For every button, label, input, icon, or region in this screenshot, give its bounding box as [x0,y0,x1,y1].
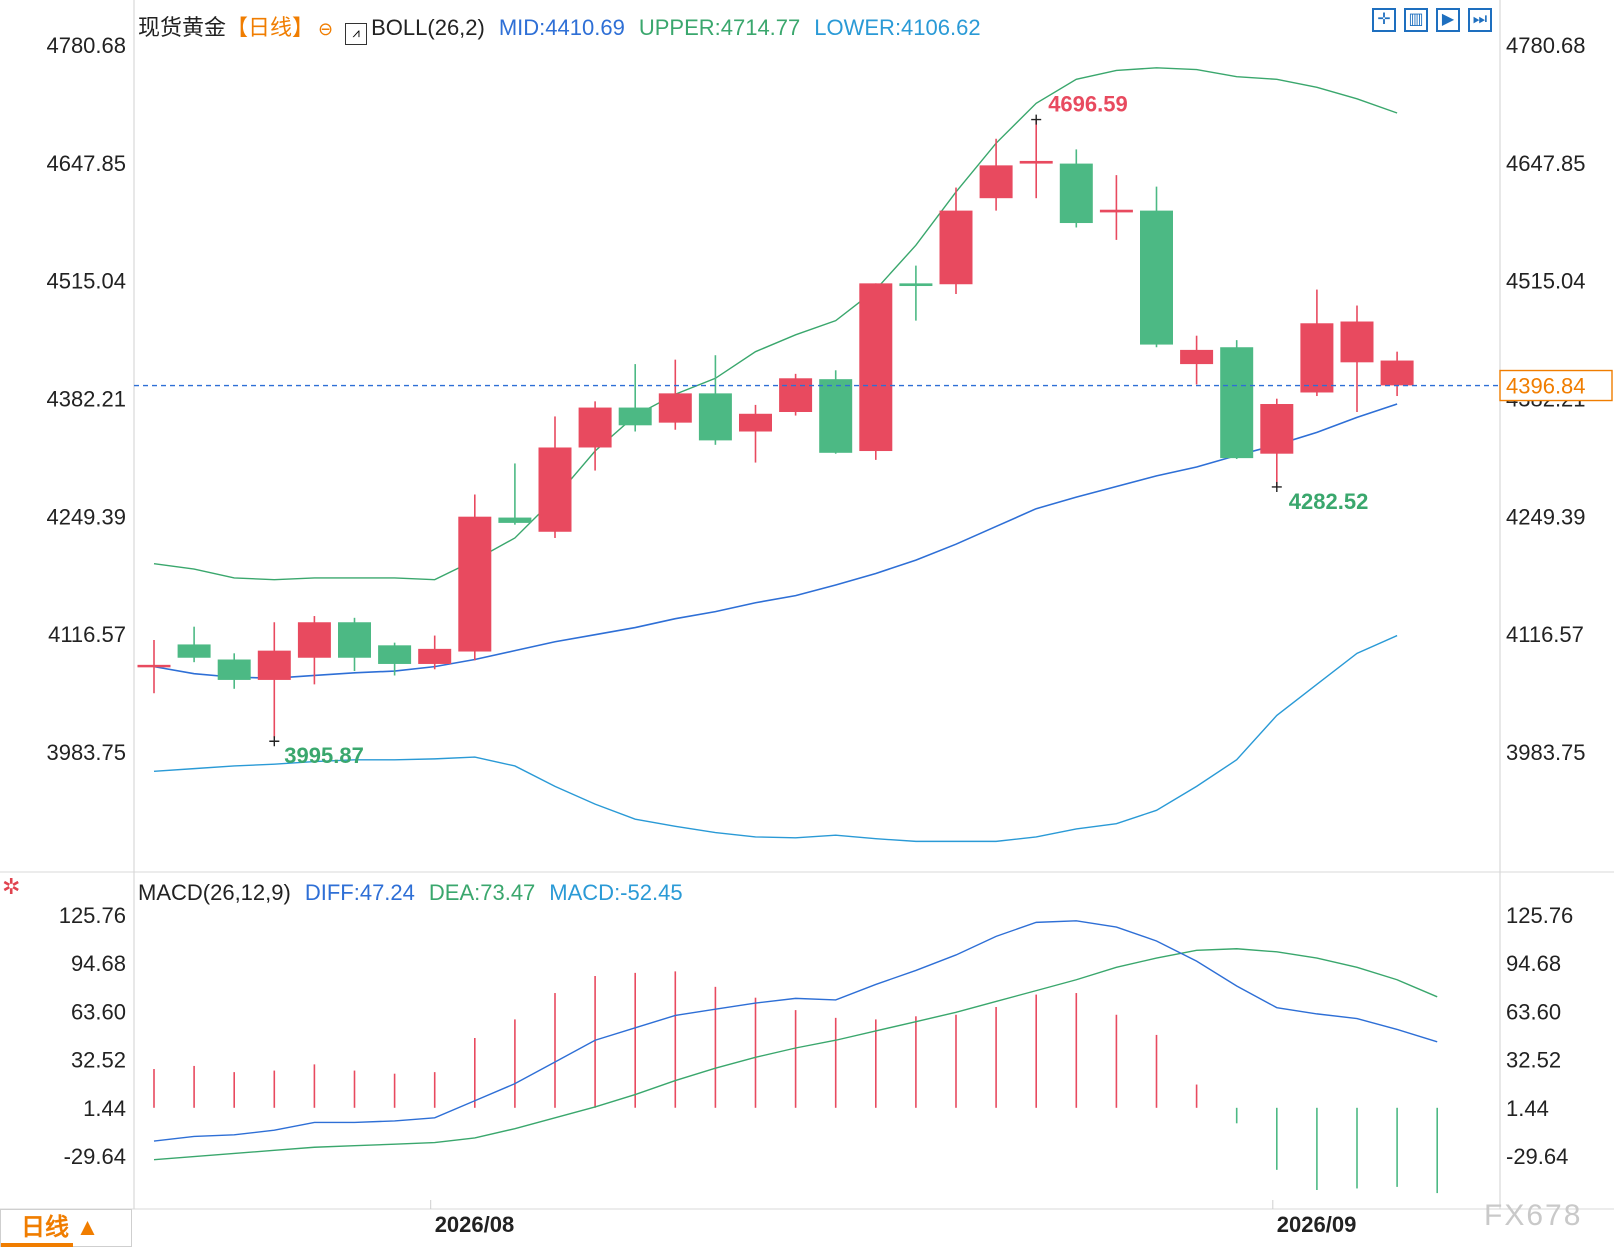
boll-upper-line [153,67,1398,581]
candle-body [1019,160,1053,164]
candle-body [418,648,452,664]
boll-params: BOLL(26,2) [371,15,485,40]
boll-lower-line [153,634,1398,843]
instrument-title: 现货黄金 [138,15,227,40]
candle-body [1180,349,1214,365]
candle-body [137,664,171,668]
candle-body [1260,404,1294,454]
candle-body [859,283,893,452]
boll-mid-value: MID:4410.69 [498,15,625,40]
candle-body [779,378,813,412]
high-marker-label: 4696.59 [1048,92,1128,117]
candle-body [658,393,692,423]
candle-body [939,210,973,285]
candle-body [378,645,412,664]
play-icon[interactable]: ▶ [1436,8,1460,32]
price-tick-right: 4515.04 [1506,269,1586,294]
candle-body [297,622,331,658]
candle-body [1300,323,1334,393]
boll-legend: 现货黄金【日线】 ⊖ ⩘ BOLL(26,2) MID:4410.69 UPPER:471… [138,10,995,45]
candle-body [1380,360,1414,386]
candle-body [1099,209,1133,213]
candle-body [1220,347,1254,459]
candle-body [819,379,853,453]
macd-tick-left: -29.64 [64,1144,126,1169]
candle-body [899,283,933,287]
price-tick-right: 3983.75 [1506,740,1586,765]
macd-tick-right: 94.68 [1506,951,1561,976]
macd-tick-left: 94.68 [71,951,126,976]
indicator-icon: ⩘ [345,23,368,45]
current-price-box [1499,369,1613,402]
macd-tick-left: 1.44 [83,1096,126,1121]
low-marker-label-2-cross [269,736,280,747]
boll-mid-line [153,403,1398,679]
candle-body [1340,321,1374,363]
price-tick-right: 4780.68 [1506,33,1586,58]
period-tab-label: 日线 ▲ [21,1214,100,1241]
period-label: 【日线】 [226,15,315,40]
time-tick-label: 2026/09 [1277,1212,1357,1237]
candle-body [979,165,1013,199]
price-tick-left: 4647.85 [46,151,126,176]
low-marker-label-cross [1271,481,1282,492]
price-tick-right: 4249.39 [1506,504,1586,529]
candle-body [338,622,371,658]
price-tick-left: 4515.04 [46,269,126,294]
skip-icon[interactable]: ⏭ [1468,8,1492,32]
macd-params: MACD(26,12,9) [138,880,291,905]
macd-tick-left: 32.52 [71,1048,126,1073]
macd-tick-right: 1.44 [1506,1096,1549,1121]
price-tick-left: 4780.68 [46,33,126,58]
price-tick-left: 4249.39 [46,504,126,529]
candle-body [257,650,291,680]
macd-hist-value: MACD:-52.45 [549,880,683,905]
candle-body [217,659,251,680]
price-tick-left: 3983.75 [46,740,126,765]
candle-body [177,644,211,658]
low-marker-label-2: 3995.87 [284,743,364,768]
candle-body [618,407,652,426]
macd-tick-left: 63.60 [71,999,126,1024]
current-price-label: 4396.84 [1506,374,1586,399]
candle-body [458,516,492,652]
price-tick-left: 4116.57 [48,622,126,647]
boll-upper-value: UPPER:4714.77 [638,15,801,40]
macd-tick-right: 32.52 [1506,1048,1561,1073]
macd-tick-right: 63.60 [1506,999,1561,1024]
candle-body [538,447,572,532]
macd-tick-left: 125.76 [59,903,126,928]
settings-gear-icon[interactable]: ✲ [2,874,21,899]
macd-dea-line [153,948,1438,1161]
macd-tick-right: 125.76 [1506,903,1573,928]
time-tick-label: 2026/08 [435,1212,515,1237]
candle-body [578,407,612,448]
price-tick-left: 4382.21 [46,387,126,412]
candle-body [498,517,532,523]
high-marker-label-cross [1031,114,1042,125]
watermark: FX678 [1484,1199,1583,1232]
macd-diff-value: DIFF:47.24 [304,880,415,905]
macd-legend: MACD(26,12,9) DIFF:47.24 DEA:73.47 MACD:-52… [138,880,697,906]
boll-lower-value: LOWER:4106.62 [814,15,981,40]
candle-body [698,393,732,441]
period-tab-indicator [1,1243,73,1247]
macd-dea-value: DEA:73.47 [428,880,536,905]
candle-body [739,413,772,432]
lock-icon: ⊖ [318,19,334,39]
price-tick-right: 4647.85 [1506,151,1586,176]
price-tick-right: 4116.57 [1506,622,1584,647]
candle-body [1140,210,1173,345]
macd-tick-right: -29.64 [1506,1144,1568,1169]
grid-icon[interactable]: ✛ [1372,8,1396,32]
low-marker-label: 4282.52 [1289,489,1369,514]
candle-body [1059,163,1093,224]
period-tab-daily[interactable]: 日线 ▲ [0,1209,132,1247]
macd-diff-line [153,920,1438,1142]
chart-bars-icon[interactable]: ▥ [1404,8,1428,32]
